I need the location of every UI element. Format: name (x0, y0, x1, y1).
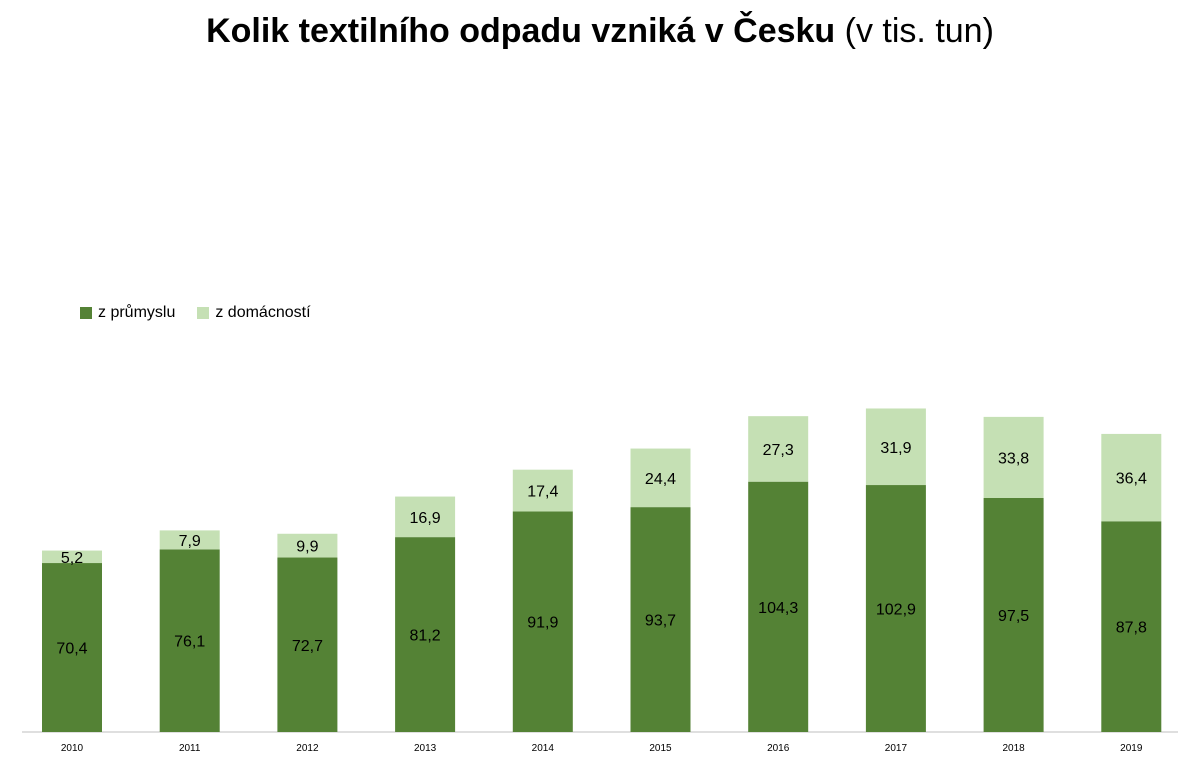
bar-industry-2016 (748, 481, 809, 732)
data-label-industry-2015: 93,7 (645, 613, 676, 630)
legend-swatch-industry (80, 307, 92, 319)
bar-households-2010 (42, 550, 102, 564)
bar-industry-2011 (159, 549, 220, 732)
legend: z průmyslu z domácností (80, 304, 311, 322)
bar-households-2019 (1101, 433, 1162, 522)
x-tick-label-2017: 2017 (885, 743, 908, 754)
data-label-industry-2017: 102,9 (876, 602, 916, 619)
x-tick-label-2015: 2015 (649, 743, 672, 754)
data-label-industry-2011: 76,1 (174, 634, 205, 651)
data-label-households-2018: 33,8 (998, 450, 1029, 467)
x-tick-label-2012: 2012 (296, 743, 319, 754)
bars-group: 70,4 5,2 2010 76,1 7,9 2011 72,7 9,9 2012 81,2 16,… (42, 408, 1162, 754)
data-label-households-2015: 24,4 (645, 471, 676, 488)
data-label-industry-2019: 87,8 (1116, 620, 1147, 637)
data-label-households-2017: 31,9 (880, 440, 911, 457)
legend-item-industry: z průmyslu (80, 304, 175, 322)
data-label-industry-2018: 97,5 (998, 608, 1029, 625)
bar-households-2014 (512, 469, 573, 512)
bar-industry-2012 (277, 557, 338, 732)
data-label-industry-2013: 81,2 (410, 628, 441, 645)
data-label-industry-2012: 72,7 (292, 638, 323, 655)
x-tick-label-2014: 2014 (532, 743, 555, 754)
bar-households-2012 (277, 533, 338, 558)
data-label-households-2012: 9,9 (296, 539, 318, 556)
data-label-industry-2010: 70,4 (56, 641, 87, 658)
legend-item-households: z domácností (197, 304, 311, 322)
legend-swatch-households (197, 307, 210, 319)
x-tick-label-2011: 2011 (179, 743, 201, 754)
bar-households-2018 (983, 416, 1044, 498)
legend-label-industry: z průmyslu (98, 304, 176, 321)
bar-industry-2018 (983, 498, 1044, 732)
data-label-households-2016: 27,3 (763, 442, 794, 459)
data-label-households-2013: 16,9 (410, 510, 441, 527)
data-label-industry-2016: 104,3 (758, 600, 798, 617)
bar-households-2017 (865, 408, 926, 486)
bar-industry-2017 (865, 485, 926, 732)
bar-households-2016 (748, 416, 809, 482)
legend-label-households: z domácností (215, 304, 311, 321)
x-tick-label-2013: 2013 (414, 743, 437, 754)
data-label-industry-2014: 91,9 (527, 615, 558, 632)
bar-households-2015 (630, 448, 691, 508)
data-label-households-2010: 5,2 (61, 550, 83, 567)
x-tick-label-2016: 2016 (767, 743, 790, 754)
chart-title-unit: (v tis. tun) (844, 12, 994, 50)
x-tick-label-2018: 2018 (1002, 743, 1025, 754)
bar-industry-2019 (1101, 521, 1162, 732)
data-label-households-2011: 7,9 (179, 533, 201, 550)
bar-industry-2015 (630, 507, 691, 732)
chart-title: Kolik textilního odpadu vzniká v Česku (… (0, 12, 1200, 51)
x-tick-label-2010: 2010 (61, 743, 84, 754)
bar-industry-2010 (42, 563, 102, 732)
data-label-households-2014: 17,4 (527, 484, 558, 501)
bar-industry-2014 (512, 511, 573, 732)
chart-title-main: Kolik textilního odpadu vzniká v Česku (206, 12, 836, 50)
bar-households-2011 (159, 530, 220, 550)
bar-industry-2013 (395, 537, 456, 732)
data-label-households-2019: 36,4 (1116, 471, 1147, 488)
x-tick-label-2019: 2019 (1120, 743, 1143, 754)
bar-households-2013 (395, 496, 456, 538)
